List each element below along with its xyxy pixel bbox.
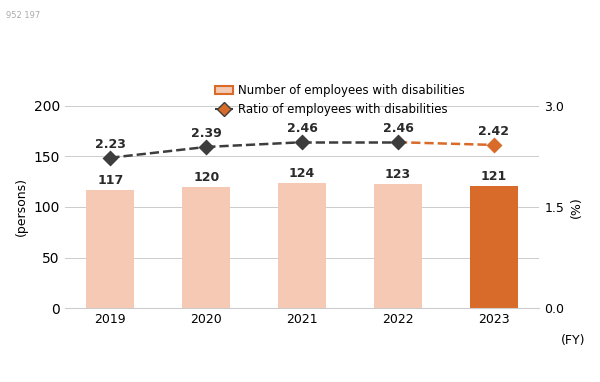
Text: 123: 123 <box>385 168 411 181</box>
Bar <box>278 183 326 308</box>
Bar <box>182 187 230 308</box>
Text: 117: 117 <box>97 174 124 187</box>
Text: 124: 124 <box>289 167 315 180</box>
Text: 2.46: 2.46 <box>287 123 317 136</box>
Text: (FY): (FY) <box>561 334 586 347</box>
Y-axis label: (persons): (persons) <box>15 178 28 236</box>
Bar <box>86 190 134 308</box>
Y-axis label: (%): (%) <box>570 196 583 218</box>
Text: 2.23: 2.23 <box>95 138 126 151</box>
Bar <box>470 186 518 308</box>
Text: 2.39: 2.39 <box>191 127 221 140</box>
Bar <box>374 184 422 308</box>
Text: 2.42: 2.42 <box>478 125 509 138</box>
Text: 952 197: 952 197 <box>6 11 40 21</box>
Legend: Number of employees with disabilities, Ratio of employees with disabilities: Number of employees with disabilities, R… <box>210 79 470 121</box>
Text: 2.46: 2.46 <box>383 123 413 136</box>
Text: 120: 120 <box>193 171 220 184</box>
Text: 121: 121 <box>481 170 507 183</box>
